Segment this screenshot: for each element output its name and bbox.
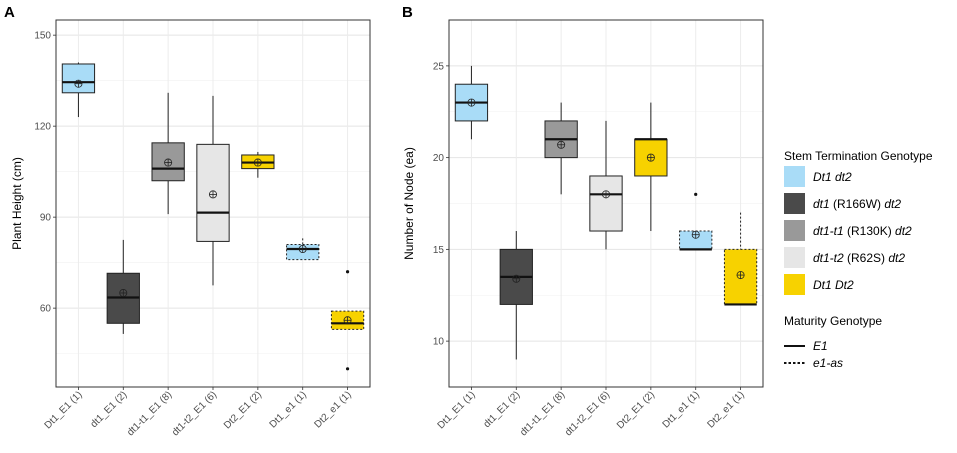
box-Dt2_e1 (1): Dt2_e1 (1) [313,270,365,431]
legend-fill-label: dt1-t1 (R130K) dt2 [813,224,912,238]
legend-fill-title: Stem Termination Genotype [784,149,933,163]
legend-swatch [784,220,805,241]
x-tick-label: Dt2_e1 (1) [706,389,747,430]
legend-line-label: E1 [813,339,828,353]
legend-swatch [784,274,805,295]
panel-label: B [402,4,413,21]
y-tick-label: 10 [433,337,445,348]
y-axis-title: Plant Height (cm) [10,157,24,250]
panel-border [448,19,764,388]
x-tick-label: dt1_E1 (2) [89,389,130,430]
y-tick-label: 15 [433,245,445,256]
legend-swatch [784,193,805,214]
x-tick-label: Dt2_E1 (2) [222,389,264,431]
box-Dt2_E1 (2): Dt2_E1 (2) [615,102,668,431]
x-tick-label: dt1-t1_E1 (8) [518,389,567,438]
y-axis-title: Number of Node (ea) [402,147,416,260]
box-body [61,63,96,94]
panel-B: B 10 15 20 25 Dt1_E1 (1) dt1_E1 (2)dt1-t1_E1 (… [402,4,764,438]
outlier-point [345,367,350,371]
box-dt1-t2_E1 (6): dt1-t2_E1 (6) [563,120,623,438]
box-Dt1_e1 (1): Dt1_e1 (1) [661,192,713,431]
panel-A: A 60 90 120 150 Dt1_E1 (1) dt1_E1 (2)dt1-t1_E1… [4,4,371,438]
legend-line-title: Maturity Genotype [784,314,882,328]
x-tick-label: dt1-t2_E1 (6) [170,389,219,438]
y-tick-label: 150 [34,31,51,42]
box-dt1_E1 (2): dt1_E1 (2) [89,239,140,430]
y-tick-label: 20 [433,153,445,164]
x-tick-label: Dt1_E1 (1) [43,389,85,431]
legend: Stem Termination Genotype Dt1 dt2 dt1 (R16… [784,149,933,370]
box-Dt2_e1 (1): Dt2_e1 (1) [706,212,758,431]
x-tick-label: Dt2_e1 (1) [313,389,354,430]
box-Dt2_E1 (2): Dt2_E1 (2) [222,151,275,431]
legend-fill-label: Dt1 Dt2 [813,278,854,292]
y-tick-label: 60 [40,304,52,315]
box-Dt1_e1 (1): Dt1_e1 (1) [268,238,320,431]
legend-swatch [784,166,805,187]
x-tick-label: Dt1_E1 (1) [436,389,478,431]
outlier-point [694,192,698,196]
x-tick-label: dt1_E1 (2) [482,389,523,430]
x-tick-label: Dt1_e1 (1) [661,389,702,430]
x-tick-label: dt1-t1_E1 (8) [125,389,174,438]
panel-label: A [4,4,15,21]
panel-border [55,19,371,388]
legend-fill-label: Dt1 dt2 [813,170,852,184]
x-tick-label: dt1-t2_E1 (6) [563,389,612,438]
outlier-point [345,270,350,274]
y-tick-label: 120 [34,122,51,133]
box-dt1_E1 (2): dt1_E1 (2) [482,231,533,430]
x-tick-label: Dt2_E1 (2) [615,389,657,431]
legend-line-label: e1-as [813,356,843,370]
legend-fill-label: dt1-t2 (R62S) dt2 [813,251,905,265]
legend-swatch [784,247,805,268]
y-tick-label: 25 [433,61,445,72]
x-tick-label: Dt1_e1 (1) [268,389,309,430]
legend-fill-label: dt1 (R166W) dt2 [813,197,901,211]
box-Dt1_E1 (1): Dt1_E1 (1) [43,62,96,431]
y-tick-label: 90 [40,213,52,224]
box-body [589,175,623,232]
